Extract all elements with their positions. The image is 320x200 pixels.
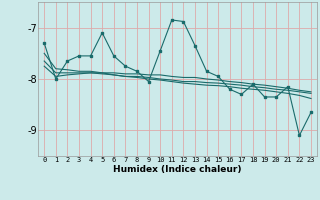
X-axis label: Humidex (Indice chaleur): Humidex (Indice chaleur) [113,165,242,174]
